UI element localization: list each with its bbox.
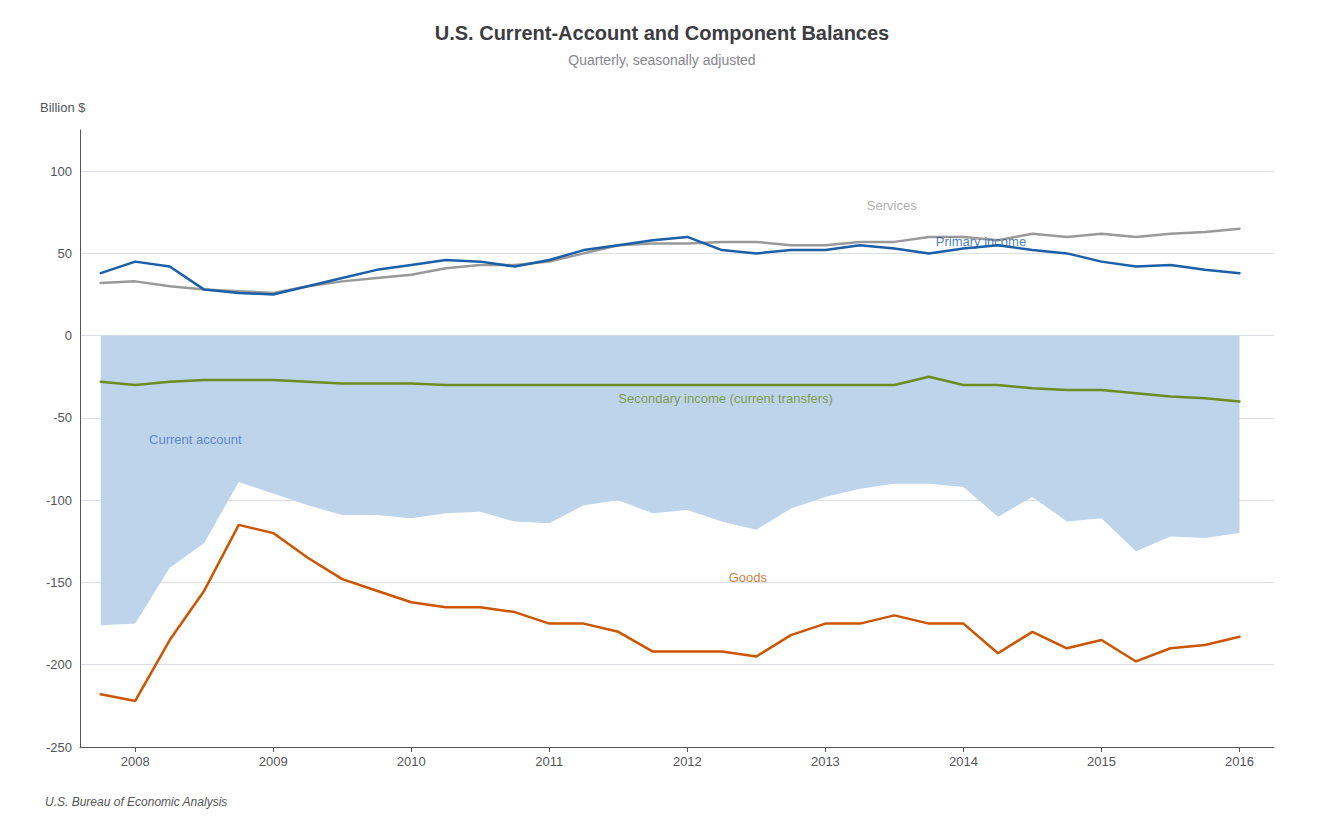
svg-text:Current account: Current account bbox=[149, 432, 242, 447]
svg-text:50: 50 bbox=[58, 246, 72, 261]
svg-text:-200: -200 bbox=[46, 657, 72, 672]
svg-text:2009: 2009 bbox=[259, 754, 288, 769]
svg-text:2010: 2010 bbox=[397, 754, 426, 769]
svg-text:Quarterly, seasonally adjusted: Quarterly, seasonally adjusted bbox=[568, 52, 755, 68]
svg-text:Billion $: Billion $ bbox=[40, 100, 86, 115]
svg-text:-250: -250 bbox=[46, 740, 72, 755]
svg-text:2011: 2011 bbox=[535, 754, 563, 769]
svg-text:100: 100 bbox=[50, 164, 72, 179]
svg-text:0: 0 bbox=[65, 328, 72, 343]
svg-text:-150: -150 bbox=[46, 575, 72, 590]
svg-text:2016: 2016 bbox=[1225, 754, 1254, 769]
svg-text:2013: 2013 bbox=[811, 754, 840, 769]
svg-text:U.S. Bureau of Economic Analys: U.S. Bureau of Economic Analysis bbox=[45, 795, 227, 809]
svg-text:2015: 2015 bbox=[1087, 754, 1116, 769]
svg-text:-100: -100 bbox=[46, 493, 72, 508]
svg-text:Goods: Goods bbox=[729, 570, 768, 585]
svg-text:Services: Services bbox=[867, 198, 917, 213]
svg-text:2012: 2012 bbox=[673, 754, 702, 769]
svg-text:Primary income: Primary income bbox=[936, 234, 1026, 249]
svg-text:2014: 2014 bbox=[949, 754, 978, 769]
svg-text:U.S. Current-Account and Compo: U.S. Current-Account and Component Balan… bbox=[435, 22, 890, 44]
svg-text:2008: 2008 bbox=[121, 754, 150, 769]
svg-text:Secondary income (current tran: Secondary income (current transfers) bbox=[618, 391, 833, 406]
svg-text:-50: -50 bbox=[53, 410, 72, 425]
